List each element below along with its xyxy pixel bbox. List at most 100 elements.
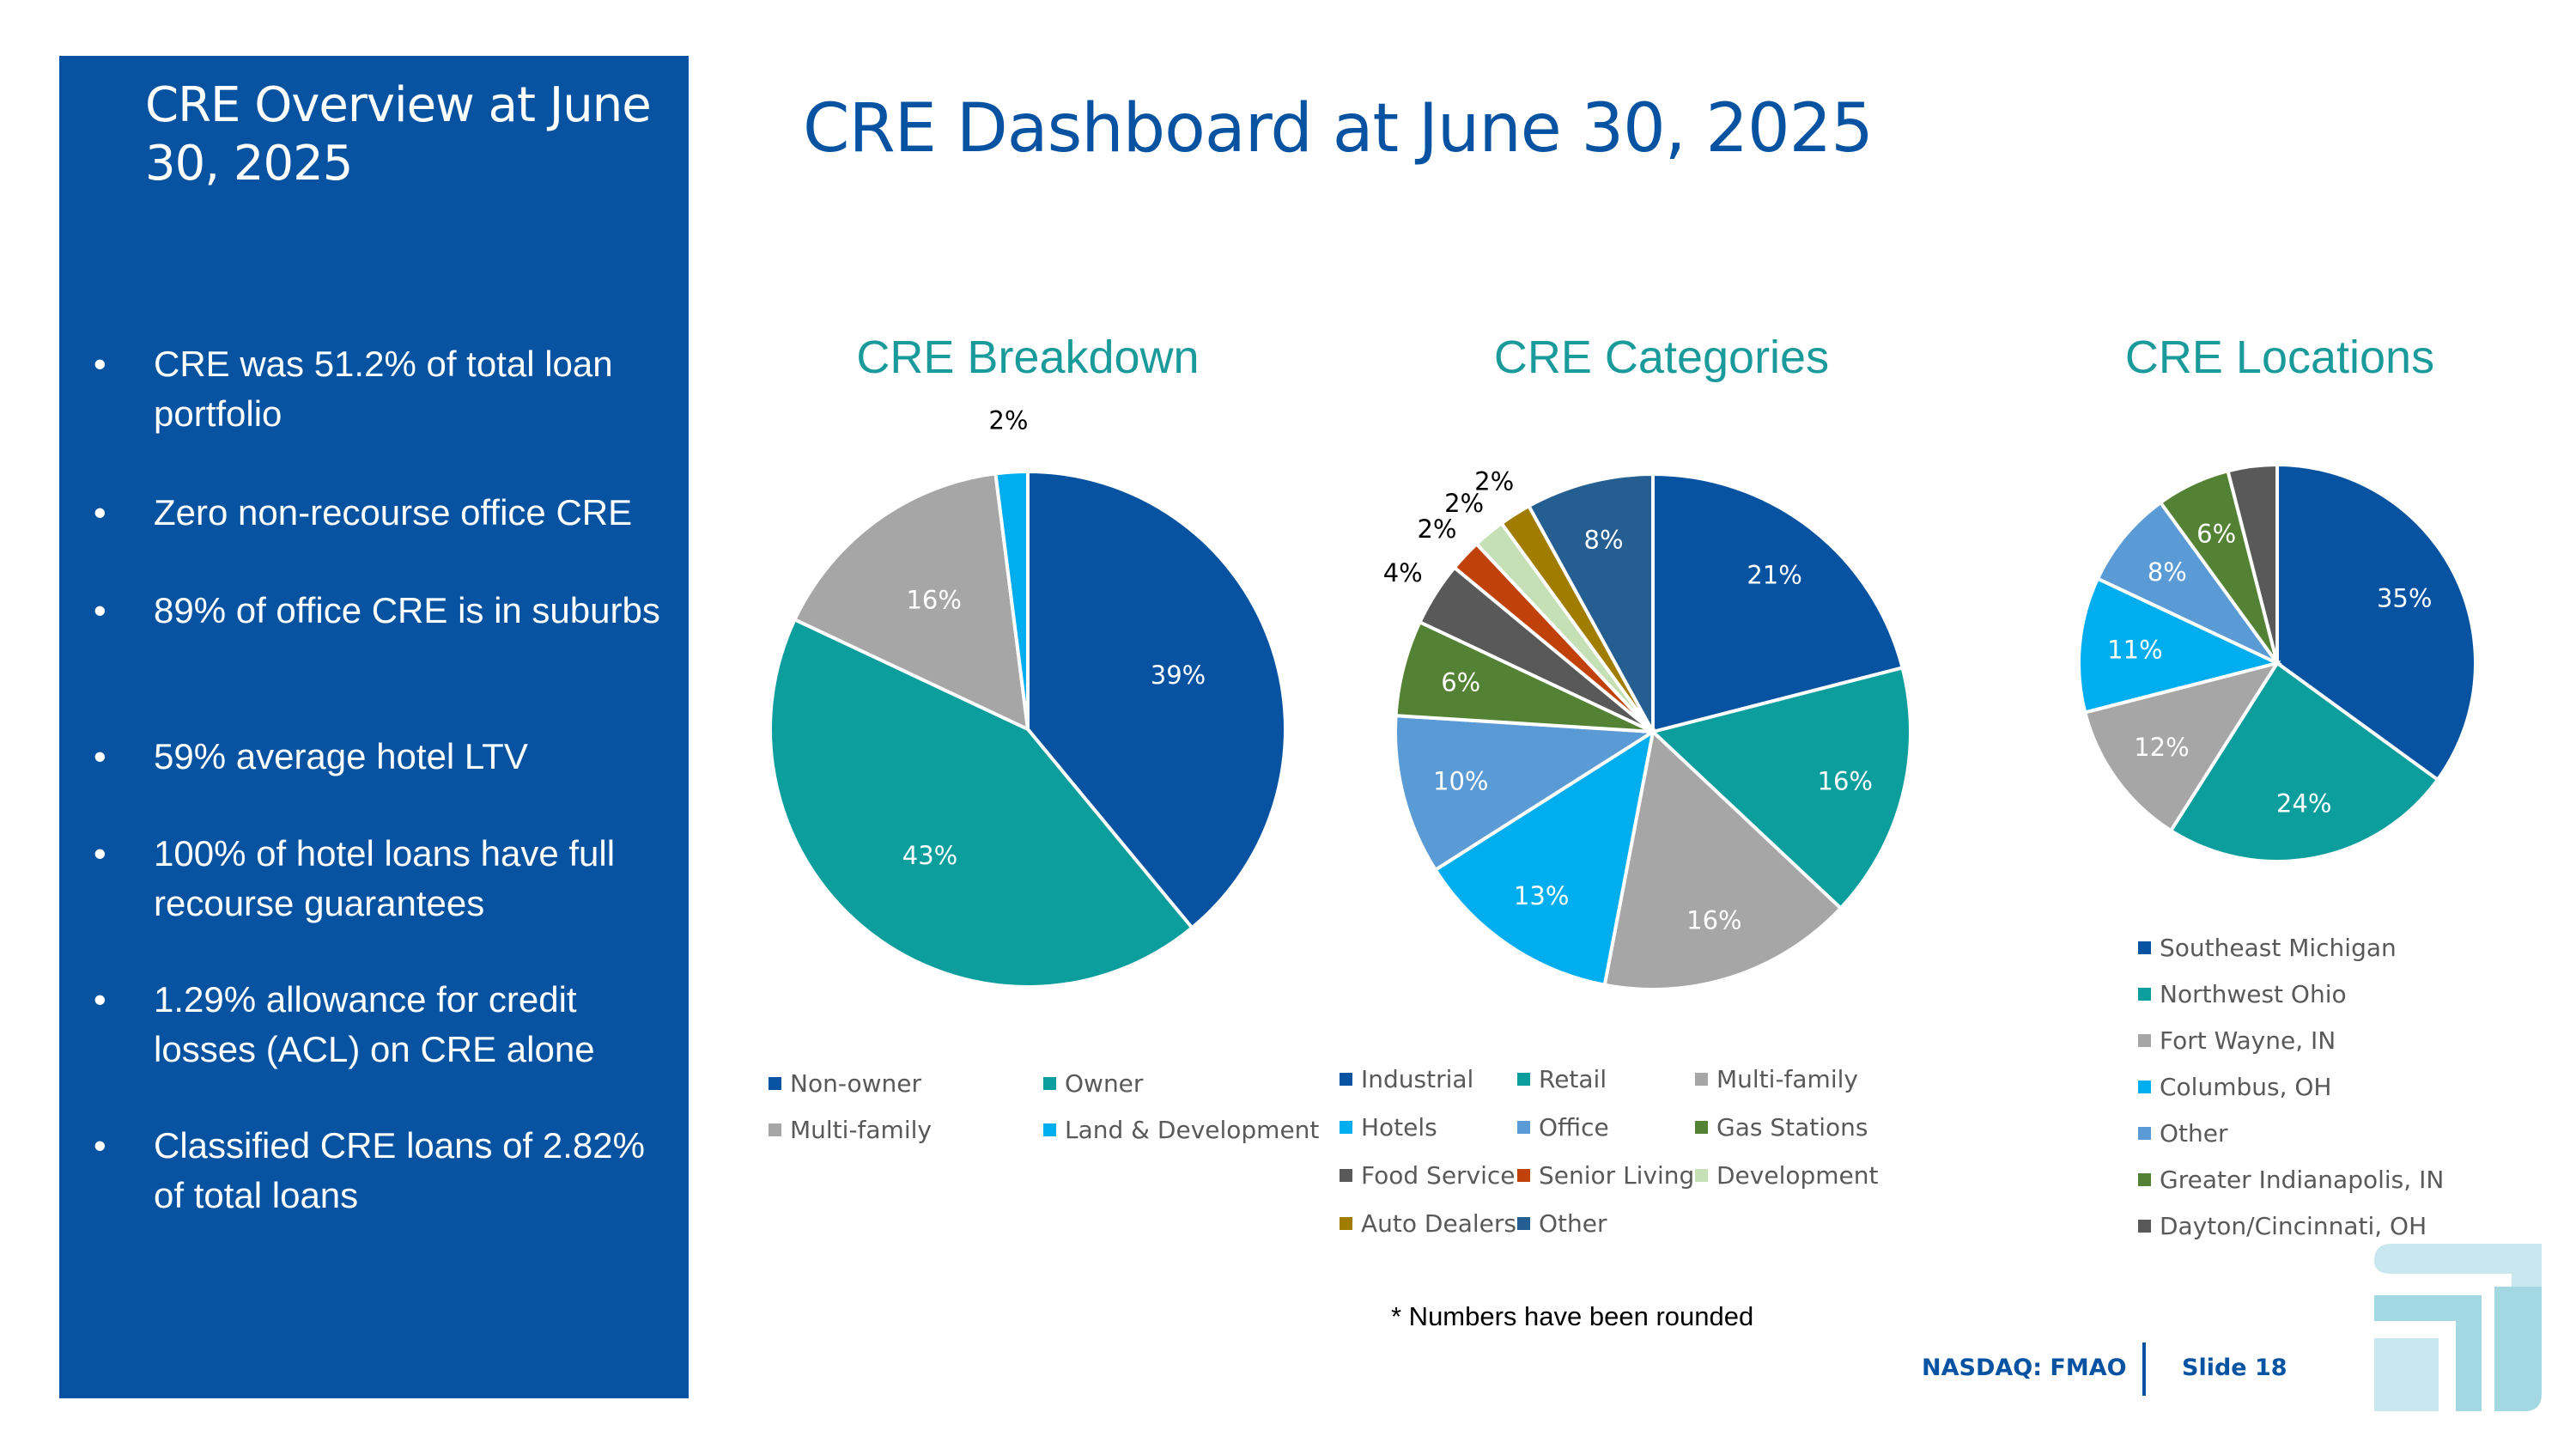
legend-item: Development (1695, 1161, 1879, 1190)
legend-label: Multi-family (1716, 1065, 1858, 1093)
slide-number: Slide 18 (2182, 1355, 2287, 1381)
overview-panel: CRE Overview at June 30, 2025 • CRE was 5… (59, 56, 689, 1398)
bullet-dot: • (94, 590, 106, 630)
data-label: 4% (1383, 558, 1423, 588)
legend-label: Other (2160, 1119, 2228, 1148)
legend-swatch (769, 1123, 781, 1136)
legend-swatch (1340, 1121, 1352, 1134)
chart-title-categories: CRE Categories (1493, 332, 1830, 383)
data-label: 16% (1686, 906, 1741, 935)
data-label: 43% (902, 841, 957, 870)
footer-ticker: NASDAQ: FMAO (1922, 1355, 2127, 1381)
legend-label: Senior Living (1539, 1161, 1695, 1190)
legend-label: Non-owner (790, 1069, 921, 1098)
bullet-text: 100% of hotel loans have full recourse g… (154, 833, 616, 923)
data-label: 21% (1747, 560, 1801, 589)
legend-item: Columbus, OH (2138, 1073, 2331, 1101)
legend-item: Multi-family (769, 1116, 932, 1144)
legend-label: Dayton/Cincinnati, OH (2160, 1212, 2427, 1240)
chart-title-breakdown: CRE Breakdown (856, 332, 1200, 383)
legend-item: Other (1517, 1209, 1607, 1238)
legend-label: Owner (1065, 1069, 1144, 1098)
legend-swatch (1340, 1073, 1352, 1086)
legend-swatch (2138, 1034, 2151, 1047)
legend-swatch (2138, 1127, 2151, 1140)
data-label: 8% (1584, 525, 1624, 554)
legend-label: Hotels (1361, 1113, 1437, 1142)
bullet-text: 89% of office CRE is in suburbs (154, 590, 660, 630)
bullet-dot: • (94, 1125, 106, 1166)
legend-swatch (1517, 1121, 1530, 1134)
legend-item: Office (1517, 1113, 1609, 1142)
data-label: 6% (1441, 668, 1480, 697)
pie-slice (1651, 472, 1905, 734)
legend-label: Multi-family (790, 1116, 932, 1144)
bullet-text: CRE was 51.2% of total loan portfolio (154, 344, 613, 434)
data-label: 8% (2148, 557, 2187, 587)
data-label: 2% (1474, 467, 1514, 496)
pie-1: 21%16%16%13%10%6%4%2%2%2%8% (1383, 467, 1912, 991)
pie-slice (2275, 462, 2477, 782)
legend-item: Dayton/Cincinnati, OH (2138, 1212, 2427, 1240)
data-label: 2% (1417, 514, 1456, 544)
pie-2: 35% 24% 12% 11% 8% 6% (2077, 462, 2477, 863)
legend-item: Non-owner (769, 1069, 921, 1098)
legend-swatch (2138, 941, 2151, 954)
data-label: 2% (988, 406, 1028, 435)
legend-label: Auto Dealers (1361, 1209, 1516, 1238)
legend-item: Industrial (1340, 1065, 1473, 1093)
legend-item: Fort Wayne, IN (2138, 1026, 2336, 1055)
bullet-dot: • (94, 736, 106, 776)
legend-item: Multi-family (1695, 1065, 1858, 1093)
legend-item: Retail (1517, 1065, 1607, 1093)
pie-slice (1649, 665, 1912, 911)
footnote: * Numbers have been rounded (1391, 1301, 1754, 1331)
legend-label: Fort Wayne, IN (2160, 1026, 2336, 1055)
footer-divider (2142, 1342, 2146, 1396)
data-label: 13% (1514, 881, 1569, 910)
legend-label: Northwest Ohio (2160, 980, 2347, 1008)
data-label: 24% (2276, 788, 2331, 818)
legend-label: Retail (1539, 1065, 1607, 1093)
legend-label: Gas Stations (1716, 1113, 1868, 1142)
legend-label: Office (1539, 1113, 1609, 1142)
pie-slice (792, 472, 1030, 733)
pie-slice (769, 617, 1195, 989)
legend-item: Hotels (1340, 1113, 1437, 1142)
legend-swatch (1517, 1217, 1530, 1230)
pie-slice (2226, 462, 2279, 664)
data-label: 39% (1151, 661, 1206, 690)
legend-item: Other (2138, 1119, 2228, 1148)
pie-slice (2095, 500, 2279, 665)
page-title: CRE Dashboard at June 30, 2025 (803, 90, 1874, 167)
legend-item: Owner (1043, 1069, 1143, 1098)
data-label: 6% (2196, 520, 2236, 549)
legend-swatch (1043, 1123, 1056, 1136)
legend-label: Columbus, OH (2160, 1073, 2332, 1101)
legend-swatch (1695, 1169, 1708, 1182)
legend-label: Development (1716, 1161, 1879, 1190)
legend-swatch (1340, 1217, 1352, 1230)
pie-0: 39% 43% 16% 2% (769, 406, 1287, 989)
data-label: 35% (2377, 583, 2432, 612)
legend-item: Food Service (1340, 1161, 1516, 1190)
legend-label: Other (1539, 1209, 1607, 1238)
legend-label: Land & Development (1065, 1116, 1320, 1144)
data-label: 16% (906, 586, 961, 615)
pie-slice (1602, 728, 1844, 991)
legend-swatch (2138, 1173, 2151, 1186)
pie-slice (1026, 469, 1287, 930)
pie-slice (993, 469, 1030, 730)
bullet-text: Zero non-recourse office CRE (154, 492, 633, 533)
legend-swatch (1517, 1073, 1530, 1086)
overview-title: CRE Overview at June 30, 2025 (145, 77, 652, 192)
legend-swatch (769, 1077, 781, 1090)
pie-slice (2168, 661, 2440, 863)
data-label: 10% (1433, 766, 1488, 795)
legend-item: Gas Stations (1695, 1113, 1868, 1142)
pie-slice (1432, 728, 1656, 988)
legend-swatch (1695, 1121, 1708, 1134)
legend-label: Greater Indianapolis, IN (2160, 1166, 2445, 1194)
pie-slice (1394, 714, 1659, 873)
chart-title-locations: CRE Locations (2124, 332, 2435, 383)
